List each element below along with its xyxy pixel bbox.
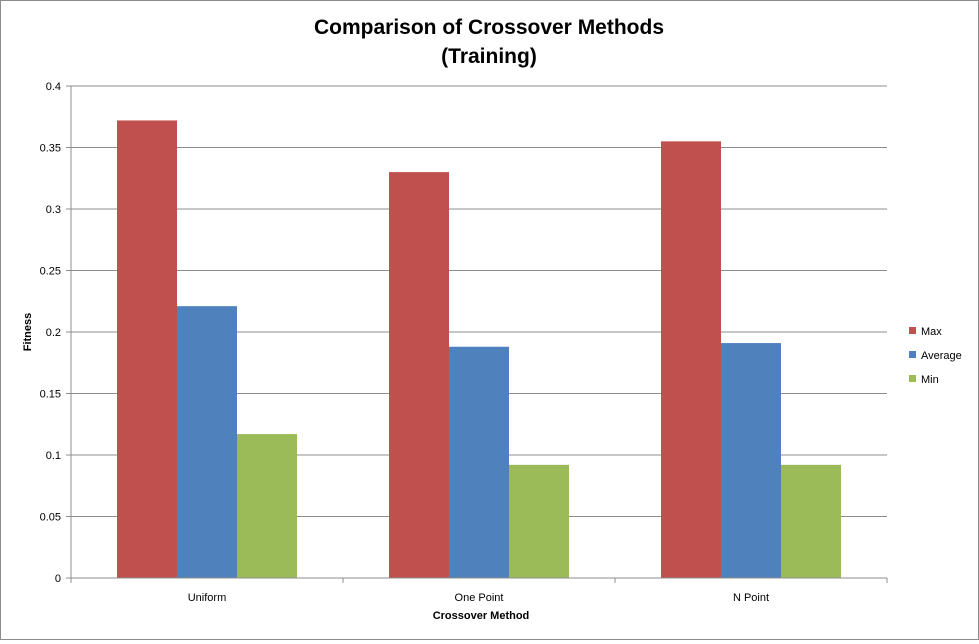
x-tick-label: N Point <box>733 592 769 604</box>
bar-max-one-point <box>389 172 449 578</box>
y-tick-label: 0.4 <box>46 81 61 93</box>
y-tick-label: 0.15 <box>40 389 61 401</box>
bar-max-n-point <box>661 141 721 578</box>
x-tick-label: Uniform <box>188 592 227 604</box>
bars <box>117 120 841 578</box>
legend-swatch-max <box>909 327 916 334</box>
chart-subtitle: (Training) <box>441 45 537 68</box>
legend-label-average: Average <box>921 350 962 362</box>
bar-max-uniform <box>117 120 177 578</box>
bar-min-uniform <box>237 434 297 578</box>
legend-swatch-average <box>909 351 916 358</box>
y-tick-label: 0.1 <box>46 450 61 462</box>
y-tick-label: 0.25 <box>40 266 61 278</box>
bar-average-n-point <box>721 343 781 578</box>
x-tick-labels: Uniform One Point N Point <box>188 592 769 604</box>
chart-title: Comparison of Crossover Methods <box>314 16 664 39</box>
y-tick-label: 0 <box>55 573 61 585</box>
x-tick-label: One Point <box>455 592 504 604</box>
axes <box>66 85 888 583</box>
bar-average-one-point <box>449 346 509 578</box>
legend-label-min: Min <box>921 374 939 386</box>
y-tick-labels: 0 0.05 0.1 0.15 0.2 0.25 0.3 0.35 0.4 <box>40 81 61 585</box>
y-tick-label: 0.05 <box>40 512 61 524</box>
bar-min-one-point <box>509 464 569 578</box>
legend-swatch-min <box>909 375 916 382</box>
bar-min-n-point <box>781 464 841 578</box>
y-tick-label: 0.3 <box>46 204 61 216</box>
y-tick-label: 0.2 <box>46 327 61 339</box>
bar-average-uniform <box>177 306 237 578</box>
y-axis-title: Fitness <box>22 313 34 352</box>
x-axis-title: Crossover Method <box>433 610 530 622</box>
legend: Max Average Min <box>909 326 962 386</box>
y-tick-label: 0.35 <box>40 143 61 155</box>
legend-label-max: Max <box>921 326 942 338</box>
